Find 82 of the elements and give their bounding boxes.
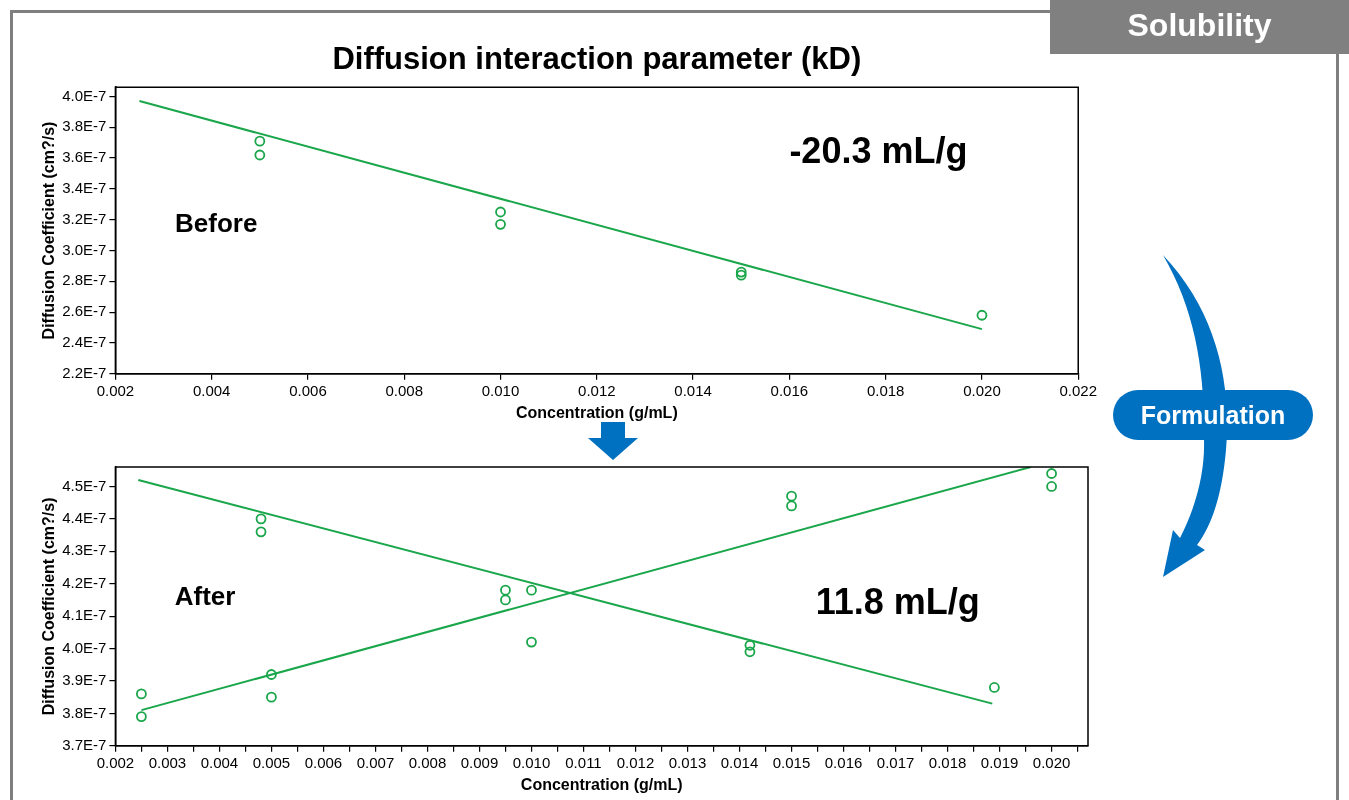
text: Solubility	[1050, 0, 1349, 54]
point	[526, 584, 537, 596]
point	[495, 206, 506, 218]
point	[1046, 468, 1057, 479]
x-tick-label: 0.020	[1032, 753, 1071, 771]
point	[786, 490, 797, 502]
point	[136, 711, 147, 723]
y-tick-label: 3.4E-7	[62, 179, 107, 197]
x-tick-label: 0.011	[565, 753, 602, 771]
point	[526, 636, 537, 648]
y-axis-title: Diffusion Coefficient (cm?/s)	[40, 497, 58, 716]
x-tick-label: 0.022	[1059, 381, 1098, 399]
annotation: Before	[175, 207, 258, 238]
x-tick-label: 0.007	[356, 753, 395, 771]
point	[266, 669, 277, 680]
y-tick-label: 3.9E-7	[62, 671, 107, 689]
x-tick-label: 0.002	[96, 381, 135, 399]
x-tick-label: 0.008	[408, 753, 447, 771]
y-tick-label: 3.7E-7	[62, 735, 107, 753]
point	[976, 309, 988, 321]
y-tick-label: 4.1E-7	[62, 606, 107, 624]
point	[500, 584, 511, 596]
x-tick-label: 0.002	[96, 753, 135, 771]
point	[495, 218, 506, 230]
y-tick-label: 3.6E-7	[62, 148, 107, 166]
annotation: -20.3 mL/g	[789, 130, 968, 172]
x-tick-label: 0.015	[772, 753, 811, 771]
point	[786, 500, 797, 512]
y-tick-label: 2.4E-7	[62, 333, 107, 351]
text: Formulation	[1113, 390, 1313, 440]
point	[136, 688, 147, 700]
x-tick-label: 0.010	[481, 381, 520, 399]
x-tick-label: 0.016	[824, 753, 863, 771]
x-tick-label: 0.004	[200, 753, 239, 771]
x-tick-label: 0.008	[385, 381, 424, 399]
y-tick-label: 3.8E-7	[62, 703, 107, 721]
x-tick-label: 0.012	[616, 753, 655, 771]
x-tick-label: 0.006	[304, 753, 343, 771]
x-tick-label: 0.018	[928, 753, 967, 771]
y-tick-label: 2.8E-7	[62, 271, 107, 289]
chart-title: Diffusion interaction parameter (kD)	[332, 41, 862, 77]
y-axis-title: Diffusion Coefficient (cm?/s)	[40, 121, 58, 340]
x-tick-label: 0.017	[876, 753, 915, 771]
y-tick-label: 4.3E-7	[62, 541, 107, 559]
point	[254, 149, 266, 161]
x-tick-label: 0.004	[192, 381, 231, 399]
point	[266, 691, 277, 703]
x-tick-label: 0.019	[980, 753, 1019, 771]
annotation: 11.8 mL/g	[815, 580, 980, 622]
x-axis-title: Concentration (g/mL)	[520, 775, 683, 793]
point	[1046, 481, 1057, 492]
x-tick-label: 0.020	[963, 381, 1001, 399]
x-axis-title: Concentration (g/mL)	[515, 403, 678, 421]
point	[500, 594, 511, 606]
point	[988, 682, 1000, 693]
x-tick-label: 0.016	[770, 381, 809, 399]
point	[255, 526, 267, 538]
x-tick-label: 0.013	[668, 753, 707, 771]
y-tick-label: 4.5E-7	[62, 476, 107, 494]
y-tick-label: 4.0E-7	[62, 638, 107, 656]
point	[744, 646, 756, 658]
x-tick-label: 0.012	[578, 381, 616, 399]
x-tick-label: 0.018	[866, 381, 905, 399]
y-tick-label: 3.2E-7	[62, 209, 107, 227]
point	[744, 639, 756, 651]
y-tick-label: 3.0E-7	[62, 240, 107, 258]
y-tick-label: 3.8E-7	[62, 117, 107, 135]
point	[254, 135, 266, 147]
x-tick-label: 0.014	[720, 753, 759, 771]
y-tick-label: 4.2E-7	[62, 573, 107, 591]
x-tick-label: 0.010	[512, 753, 551, 771]
x-tick-label: 0.005	[252, 753, 291, 771]
y-tick-label: 2.2E-7	[62, 363, 107, 381]
x-tick-label: 0.009	[460, 753, 499, 771]
y-tick-label: 4.0E-7	[62, 86, 107, 104]
x-tick-label: 0.003	[148, 753, 187, 771]
y-tick-label: 4.4E-7	[62, 509, 107, 527]
annotation: After	[174, 581, 236, 612]
x-tick-label: 0.006	[289, 381, 327, 399]
point	[255, 513, 267, 525]
y-tick-label: 2.6E-7	[62, 302, 107, 320]
x-tick-label: 0.014	[674, 381, 712, 399]
